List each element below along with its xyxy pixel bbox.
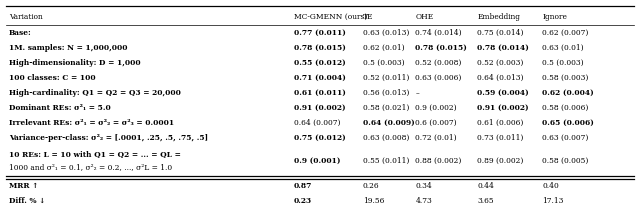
- Text: Base:: Base:: [9, 29, 32, 37]
- Text: 0.44: 0.44: [477, 182, 494, 190]
- Text: Diff. % ↓: Diff. % ↓: [9, 197, 45, 205]
- Text: 0.55 (0.011): 0.55 (0.011): [363, 157, 409, 165]
- Text: 0.58 (0.005): 0.58 (0.005): [542, 157, 588, 165]
- Text: 10 REs: L = 10 with Q1 = Q2 = ... = QL =: 10 REs: L = 10 with Q1 = Q2 = ... = QL =: [9, 150, 181, 158]
- Text: 0.59 (0.004): 0.59 (0.004): [477, 89, 529, 97]
- Text: 0.26: 0.26: [363, 182, 380, 190]
- Text: 0.89 (0.002): 0.89 (0.002): [477, 157, 524, 165]
- Text: 0.75 (0.012): 0.75 (0.012): [294, 134, 346, 142]
- Text: 0.74 (0.014): 0.74 (0.014): [415, 29, 462, 37]
- Text: 4.73: 4.73: [415, 197, 432, 205]
- Text: 0.78 (0.015): 0.78 (0.015): [415, 44, 467, 52]
- Text: 0.23: 0.23: [294, 197, 312, 205]
- Text: MRR ↑: MRR ↑: [9, 182, 38, 190]
- Text: 0.71 (0.004): 0.71 (0.004): [294, 74, 346, 82]
- Text: 0.61 (0.011): 0.61 (0.011): [294, 89, 346, 97]
- Text: Variation: Variation: [9, 13, 43, 21]
- Text: 0.72 (0.01): 0.72 (0.01): [415, 134, 457, 142]
- Text: 0.78 (0.014): 0.78 (0.014): [477, 44, 529, 52]
- Text: 0.58 (0.021): 0.58 (0.021): [363, 104, 409, 112]
- Text: 0.63 (0.008): 0.63 (0.008): [363, 134, 409, 142]
- Text: 0.56 (0.013): 0.56 (0.013): [363, 89, 409, 97]
- Text: 0.88 (0.002): 0.88 (0.002): [415, 157, 461, 165]
- Text: 0.64 (0.007): 0.64 (0.007): [294, 119, 340, 127]
- Text: 0.91 (0.002): 0.91 (0.002): [477, 104, 529, 112]
- Text: 0.58 (0.003): 0.58 (0.003): [542, 74, 588, 82]
- Text: 0.9 (0.001): 0.9 (0.001): [294, 157, 340, 165]
- Text: 0.52 (0.003): 0.52 (0.003): [477, 59, 524, 67]
- Text: 0.63 (0.013): 0.63 (0.013): [363, 29, 409, 37]
- Text: 0.62 (0.004): 0.62 (0.004): [542, 89, 594, 97]
- Text: 0.75 (0.014): 0.75 (0.014): [477, 29, 524, 37]
- Text: High-dimensionality: D = 1,000: High-dimensionality: D = 1,000: [9, 59, 141, 67]
- Text: 19.56: 19.56: [363, 197, 384, 205]
- Text: 0.52 (0.008): 0.52 (0.008): [415, 59, 461, 67]
- Text: 0.91 (0.002): 0.91 (0.002): [294, 104, 346, 112]
- Text: MC-GMENN (ours): MC-GMENN (ours): [294, 13, 367, 21]
- Text: 0.62 (0.01): 0.62 (0.01): [363, 44, 404, 52]
- Text: 0.9 (0.002): 0.9 (0.002): [415, 104, 457, 112]
- Text: Irrelevant REs: σ²₁ = σ²₂ = σ²₃ = 0.0001: Irrelevant REs: σ²₁ = σ²₂ = σ²₃ = 0.0001: [9, 119, 174, 127]
- Text: 1M. samples: N = 1,000,000: 1M. samples: N = 1,000,000: [9, 44, 127, 52]
- Text: 0.52 (0.011): 0.52 (0.011): [363, 74, 409, 82]
- Text: 0.58 (0.006): 0.58 (0.006): [542, 104, 588, 112]
- Text: 0.5 (0.003): 0.5 (0.003): [363, 59, 404, 67]
- Text: OHE: OHE: [415, 13, 434, 21]
- Text: 0.5 (0.003): 0.5 (0.003): [542, 59, 584, 67]
- Text: 0.65 (0.006): 0.65 (0.006): [542, 119, 594, 127]
- Text: 0.62 (0.007): 0.62 (0.007): [542, 29, 588, 37]
- Text: 3.65: 3.65: [477, 197, 494, 205]
- Text: 0.87: 0.87: [294, 182, 312, 190]
- Text: 0.6 (0.007): 0.6 (0.007): [415, 119, 457, 127]
- Text: 0.78 (0.015): 0.78 (0.015): [294, 44, 346, 52]
- Text: 0.64 (0.013): 0.64 (0.013): [477, 74, 524, 82]
- Text: Variance-per-class: σ²₂ = [.0001, .25, .5, .75, .5]: Variance-per-class: σ²₂ = [.0001, .25, .…: [9, 134, 208, 142]
- Text: Embedding: Embedding: [477, 13, 520, 21]
- Text: TE: TE: [363, 13, 373, 21]
- Text: 0.63 (0.006): 0.63 (0.006): [415, 74, 461, 82]
- Text: Ignore: Ignore: [542, 13, 567, 21]
- Text: 0.40: 0.40: [542, 182, 559, 190]
- Text: High-cardinality: Q1 = Q2 = Q3 = 20,000: High-cardinality: Q1 = Q2 = Q3 = 20,000: [9, 89, 181, 97]
- Text: 0.63 (0.01): 0.63 (0.01): [542, 44, 584, 52]
- Text: 0.77 (0.011): 0.77 (0.011): [294, 29, 346, 37]
- Text: 0.63 (0.007): 0.63 (0.007): [542, 134, 588, 142]
- Text: 17.13: 17.13: [542, 197, 563, 205]
- Text: 100 classes: C = 100: 100 classes: C = 100: [9, 74, 95, 82]
- Text: 1000 and σ²₁ = 0.1, σ²₂ = 0.2, ..., σ²L = 1.0: 1000 and σ²₁ = 0.1, σ²₂ = 0.2, ..., σ²L …: [9, 163, 172, 171]
- Text: 0.64 (0.009): 0.64 (0.009): [363, 119, 415, 127]
- Text: 0.73 (0.011): 0.73 (0.011): [477, 134, 524, 142]
- Text: 0.55 (0.012): 0.55 (0.012): [294, 59, 346, 67]
- Text: Dominant REs: σ²₁ = 5.0: Dominant REs: σ²₁ = 5.0: [9, 104, 111, 112]
- Text: –: –: [415, 89, 419, 97]
- Text: 0.61 (0.006): 0.61 (0.006): [477, 119, 524, 127]
- Text: 0.34: 0.34: [415, 182, 432, 190]
